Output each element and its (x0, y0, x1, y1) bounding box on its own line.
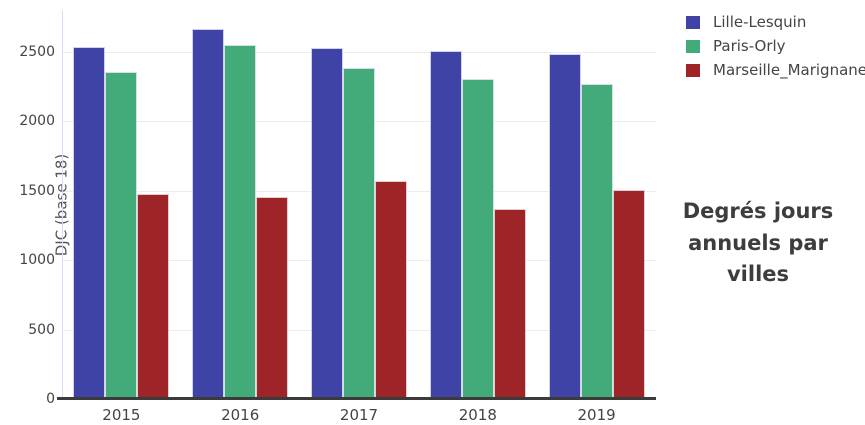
x-tick-label-2019: 2019 (577, 406, 616, 424)
bar-Marseille_Marignane-2017[interactable] (374, 180, 407, 399)
legend-swatch-icon (686, 15, 700, 29)
x-tick-label-2017: 2017 (339, 406, 379, 424)
bar-Marseille_Marignane-2018[interactable] (493, 209, 526, 399)
legend-label: Lille-Lesquin (713, 13, 807, 31)
y-tick-label: 0 (46, 391, 55, 407)
y-tick-label: 1500 (19, 182, 55, 199)
legend-item-Lille-Lesquin[interactable]: Lille-Lesquin (686, 13, 865, 31)
y-tick-label: 2500 (19, 43, 55, 60)
legend-label: Paris-Orly (713, 37, 786, 55)
x-tick-label-2015: 2015 (102, 406, 141, 424)
plot-area: DJC (base 18) 05001000150020002500201520… (19, 10, 656, 424)
bar-Marseille_Marignane-2015[interactable] (137, 194, 170, 399)
bar-group-2015 (62, 46, 181, 399)
gridline (62, 51, 656, 53)
legend-label: Marseille_Marignane (713, 61, 865, 79)
legend-swatch-icon (686, 63, 700, 77)
chart-title: Degrés jours annuels par villes (682, 199, 834, 286)
y-tick-label: 1000 (19, 252, 55, 269)
bar-group-2017 (300, 48, 419, 399)
x-axis-line (57, 397, 656, 400)
y-tick-label: 2000 (19, 113, 55, 130)
bar-Marseille_Marignane-2019[interactable] (612, 189, 645, 399)
bar-Marseille_Marignane-2016[interactable] (256, 196, 289, 399)
legend: Lille-Lesquin Paris-Orly Marseille_Marigna… (686, 13, 865, 79)
bar-Paris-Orly-2015[interactable] (105, 71, 138, 399)
bar-Paris-Orly-2016[interactable] (224, 44, 257, 399)
bar-group-2018 (418, 50, 537, 399)
bar-Lille-Lesquin-2016[interactable] (192, 28, 225, 399)
y-tick-label: 500 (28, 321, 55, 338)
bar-group-2019 (537, 54, 656, 399)
x-tick-label-2018: 2018 (458, 406, 497, 424)
bar-Paris-Orly-2018[interactable] (461, 79, 494, 399)
bar-Lille-Lesquin-2017[interactable] (310, 48, 343, 399)
legend-item-Marseille_Marignane[interactable]: Marseille_Marignane (686, 61, 865, 79)
bar-Paris-Orly-2019[interactable] (580, 84, 613, 399)
bar-Lille-Lesquin-2015[interactable] (73, 46, 106, 399)
bar-Lille-Lesquin-2018[interactable] (429, 50, 462, 399)
bar-Paris-Orly-2017[interactable] (342, 67, 375, 399)
legend-item-Paris-Orly[interactable]: Paris-Orly (686, 37, 865, 55)
bar-Lille-Lesquin-2019[interactable] (548, 54, 581, 399)
x-tick-label-2016: 2016 (221, 406, 260, 424)
bar-group-2016 (181, 28, 300, 399)
legend-swatch-icon (686, 39, 700, 53)
y-axis-line (62, 10, 63, 399)
